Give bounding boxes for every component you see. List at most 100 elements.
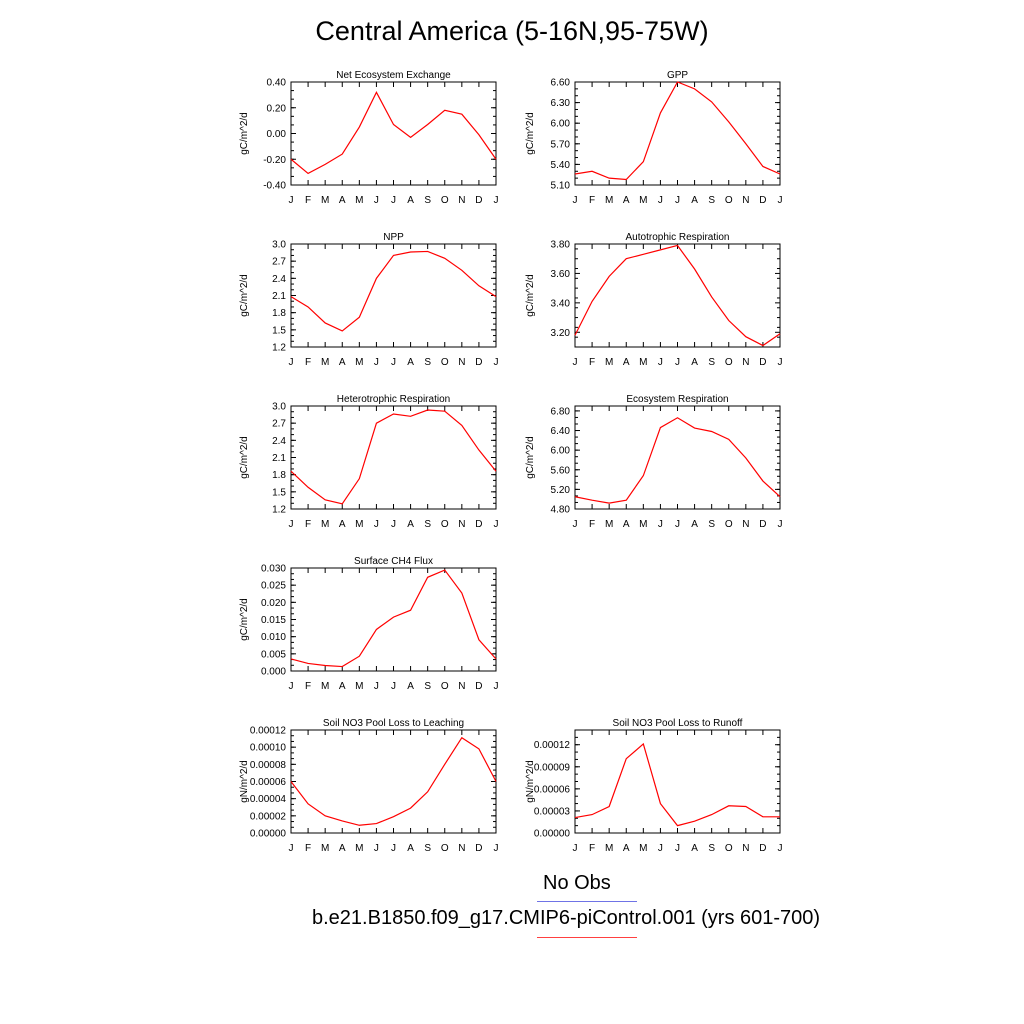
legend-obs-label: No Obs: [543, 872, 611, 894]
x-tick-label: J: [374, 357, 379, 368]
x-tick-label: F: [305, 195, 311, 206]
x-tick-label: M: [355, 519, 363, 530]
x-tick-label: A: [691, 843, 698, 854]
plot-frame: [290, 405, 497, 510]
x-tick-label: J: [289, 357, 294, 368]
x-tick-label: D: [475, 357, 482, 368]
x-tick-label: S: [708, 357, 715, 368]
x-tick-label: S: [708, 519, 715, 530]
x-tick-label: M: [355, 357, 363, 368]
panel-title: Soil NO3 Pool Loss to Leaching: [323, 718, 464, 729]
x-tick-label: N: [458, 519, 465, 530]
x-tick-label: D: [475, 519, 482, 530]
x-tick-label: O: [725, 843, 733, 854]
x-tick-label: A: [691, 195, 698, 206]
series-line: [290, 409, 497, 505]
y-tick-label: 1.8: [272, 308, 286, 319]
x-tick-label: O: [441, 681, 449, 692]
legend-model-line: [537, 937, 637, 938]
x-tick-label: N: [742, 195, 749, 206]
y-tick-label: 2.4: [272, 436, 286, 447]
x-tick-label: F: [589, 519, 595, 530]
x-tick-label: O: [441, 519, 449, 530]
y-tick-label: 6.00: [551, 446, 571, 457]
x-tick-label: J: [289, 843, 294, 854]
y-tick-label: 0.030: [261, 564, 286, 575]
x-tick-label: N: [458, 195, 465, 206]
y-tick-label: 0.00004: [250, 794, 287, 805]
x-tick-label: J: [658, 357, 663, 368]
x-tick-label: J: [289, 681, 294, 692]
y-tick-label: 3.0: [272, 240, 286, 251]
x-tick-label: A: [623, 357, 630, 368]
y-axis-label: gC/m^2/d: [239, 112, 250, 155]
y-tick-label: 0.020: [261, 598, 286, 609]
plot-frame: [290, 567, 497, 672]
x-tick-label: J: [391, 195, 396, 206]
x-tick-label: J: [391, 681, 396, 692]
y-tick-label: 0.20: [267, 103, 287, 114]
x-tick-label: A: [407, 681, 414, 692]
x-tick-label: N: [458, 681, 465, 692]
x-tick-label: D: [759, 195, 766, 206]
y-tick-label: 6.30: [551, 98, 571, 109]
y-tick-label: 0.005: [261, 649, 286, 660]
x-tick-label: J: [675, 843, 680, 854]
y-tick-label: 0.40: [267, 78, 287, 89]
y-tick-label: 6.80: [551, 406, 571, 417]
x-tick-label: J: [573, 843, 578, 854]
x-tick-label: J: [391, 843, 396, 854]
x-tick-label: S: [424, 519, 431, 530]
x-tick-label: M: [321, 681, 329, 692]
x-tick-label: A: [623, 519, 630, 530]
x-tick-label: M: [321, 519, 329, 530]
legend-model-label: b.e21.B1850.f09_g17.CMIP6-piControl.001 …: [312, 907, 821, 929]
x-tick-label: M: [605, 195, 613, 206]
y-axis-label: gN/m^2/d: [239, 760, 250, 803]
x-tick-label: F: [305, 357, 311, 368]
y-tick-label: 0.00009: [534, 762, 571, 773]
x-tick-label: J: [374, 843, 379, 854]
y-tick-label: 2.1: [272, 291, 286, 302]
y-tick-label: 0.000: [261, 667, 286, 678]
x-tick-label: D: [475, 843, 482, 854]
y-tick-label: 6.00: [551, 119, 571, 130]
y-tick-label: 3.40: [551, 298, 571, 309]
y-tick-label: 0.00003: [534, 806, 571, 817]
panel-title: Heterotrophic Respiration: [337, 394, 450, 405]
x-tick-label: J: [778, 843, 783, 854]
y-tick-label: 0.00002: [250, 811, 287, 822]
x-tick-label: J: [494, 843, 499, 854]
x-tick-label: J: [374, 681, 379, 692]
panel-title: Net Ecosystem Exchange: [336, 70, 451, 81]
x-tick-label: M: [321, 195, 329, 206]
x-tick-label: J: [494, 195, 499, 206]
x-tick-label: A: [623, 843, 630, 854]
x-tick-label: S: [424, 357, 431, 368]
x-tick-label: A: [339, 519, 346, 530]
y-tick-label: 0.015: [261, 615, 286, 626]
y-axis-label: gC/m^2/d: [525, 274, 536, 317]
x-tick-label: A: [407, 519, 414, 530]
series-line: [574, 244, 781, 347]
series-line: [574, 742, 780, 827]
y-tick-label: 2.7: [272, 257, 286, 268]
y-tick-label: 5.10: [551, 181, 571, 192]
y-tick-label: 0.00006: [250, 777, 287, 788]
x-tick-label: A: [623, 195, 630, 206]
x-tick-label: M: [639, 357, 647, 368]
x-tick-label: J: [494, 681, 499, 692]
y-tick-label: 1.5: [272, 325, 286, 336]
x-tick-label: D: [475, 195, 482, 206]
y-axis-label: gC/m^2/d: [239, 274, 250, 317]
x-tick-label: N: [742, 519, 749, 530]
y-tick-label: 6.40: [551, 426, 571, 437]
series-line: [574, 417, 781, 504]
x-tick-label: F: [305, 681, 311, 692]
y-tick-label: -0.20: [263, 155, 286, 166]
x-tick-label: J: [391, 357, 396, 368]
y-axis-label: gN/m^2/d: [525, 760, 536, 803]
